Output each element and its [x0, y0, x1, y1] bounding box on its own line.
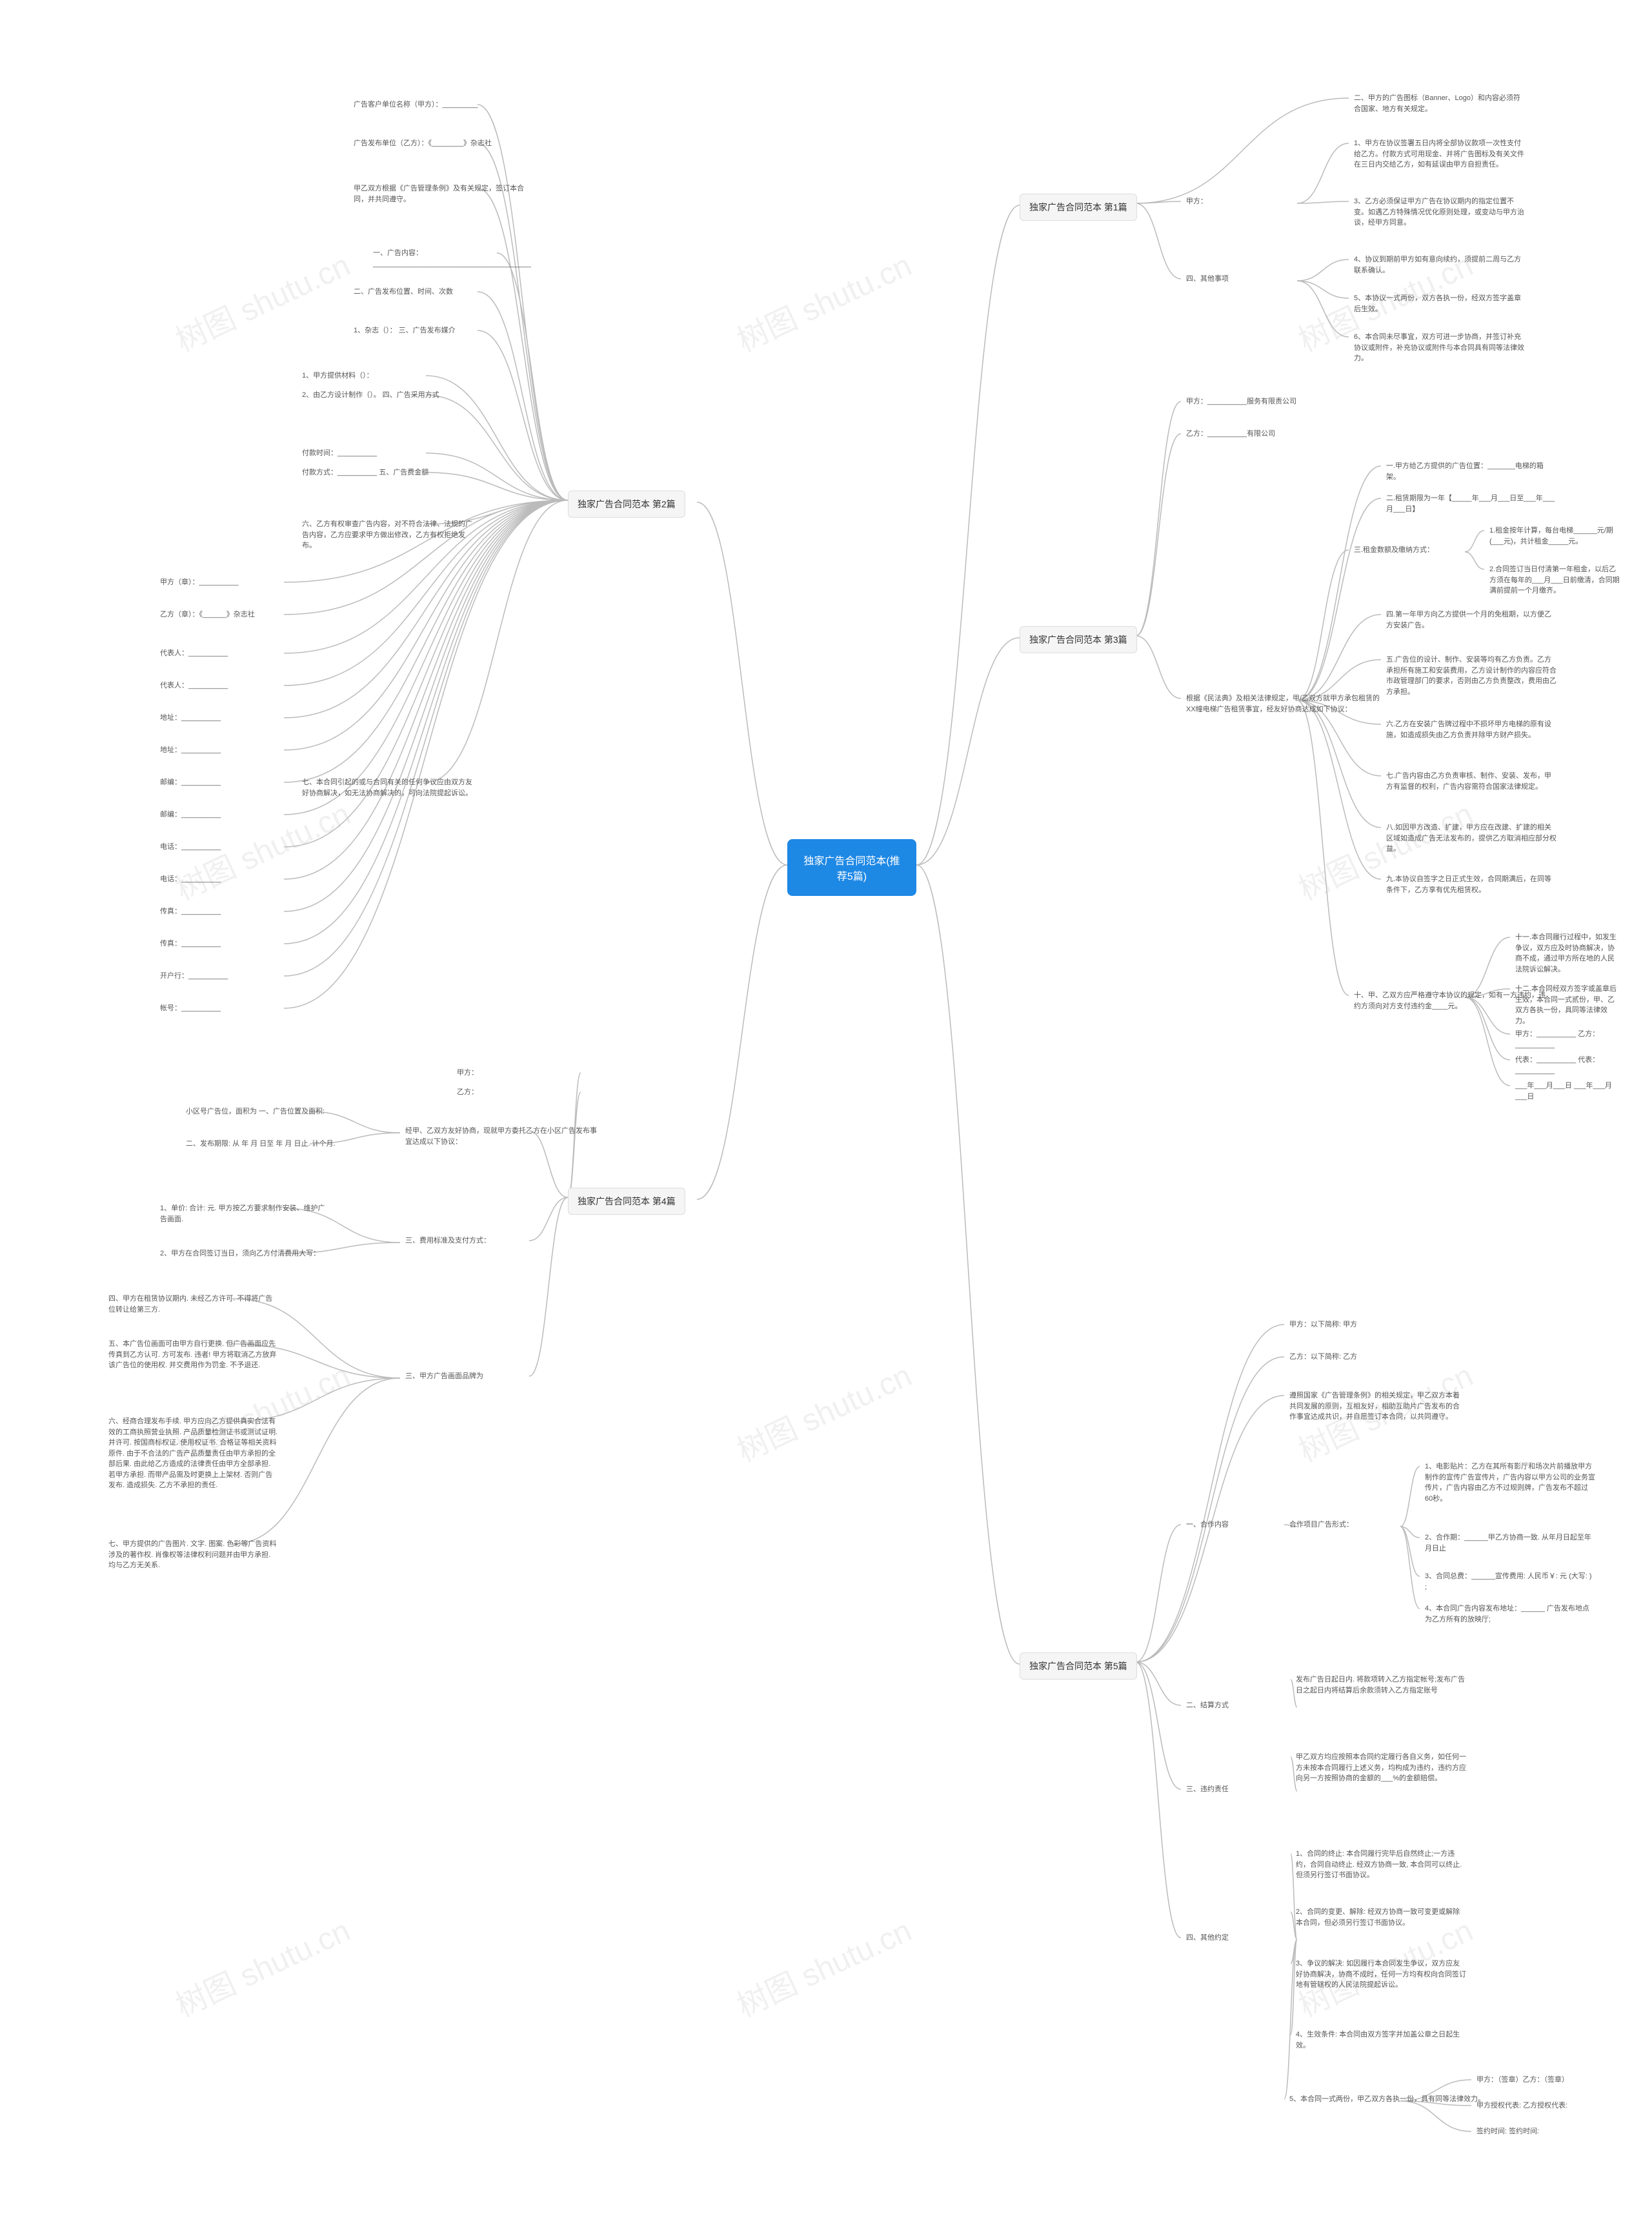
sub-node: 甲方：: [1181, 194, 1213, 210]
leaf-node: 3、争议的解决: 如因履行本合同发生争议，双方应友好协商解决，协商不成时，任何一…: [1291, 1956, 1471, 1993]
leaf-node: 2、合同的变更、解除: 经双方协商一致可变更或解除本合同，但必须另行签订书面协议…: [1291, 1904, 1471, 1931]
leaf-node: 帐号：__________: [155, 1000, 226, 1017]
leaf-node: 传真：__________: [155, 904, 226, 920]
leaf-node: 1、单价: 合计: 元. 甲方按乙方要求制作安装、维护广告画面.: [155, 1201, 336, 1227]
leaf-node: 七、本合同引起的或与合同有关的任何争议应由双方友好协商解决，如无法协商解决的，可…: [297, 775, 478, 801]
leaf-node: 1.租金按年计算，每台电梯______元/期(___元)，共计租金_____元。: [1484, 523, 1626, 549]
leaf-node: 1、甲方在协议签署五日内将全部协议款项一次性支付给乙方。付款方式可用现金、并将广…: [1349, 136, 1529, 173]
leaf-node: 甲方：（签章）乙方：（签章）: [1471, 2072, 1574, 2088]
section-node: 独家广告合同范本 第3篇: [1020, 626, 1137, 653]
leaf-node: 一.甲方给乙方提供的广告位置：_______电梯的箱架。: [1381, 458, 1562, 485]
leaf-node: 一、广告内容：_________________________________…: [368, 245, 549, 272]
section-node: 独家广告合同范本 第2篇: [568, 491, 685, 518]
leaf-node: 2、合作期：______甲乙方协商一致. 从年月日起至年月日止: [1420, 1530, 1600, 1556]
leaf-node: 电话：__________: [155, 839, 226, 855]
leaf-node: 签约时间: 签约时间:: [1471, 2124, 1544, 2140]
section-node: 独家广告合同范本 第5篇: [1020, 1652, 1137, 1680]
leaf-node: 乙方：以下简称: 乙方: [1284, 1349, 1362, 1365]
leaf-node: 地址：__________: [155, 742, 226, 758]
leaf-node: 1、杂志（）： 三、广告发布媒介: [348, 323, 461, 339]
leaf-node: 二、广告发布位置、时间、次数: [348, 284, 458, 300]
leaf-node: 六.乙方在安装广告牌过程中不损坏甲方电梯的原有设施，如造成损失由乙方负责并除甲方…: [1381, 716, 1562, 743]
sub-node: 三、费用标准及支付方式：: [400, 1233, 496, 1249]
leaf-node: 十二.本合同经双方签字或盖章后生效，本合同一式贰份，甲、乙双方各执一份，具同等法…: [1510, 981, 1626, 1029]
leaf-node: 3、乙方必须保证甲方广告在协议期内的指定位置不变。如遇乙方特殊情况优化原则处理，…: [1349, 194, 1529, 231]
leaf-node: 发布广告日起日内. 将款项转入乙方指定帐号;发布广告日之起日内将结算后余款须转入…: [1291, 1672, 1471, 1698]
leaf-node: 二、甲方的广告图标（Banner、Logo）和内容必须符合国家、地方有关规定。: [1349, 90, 1529, 117]
leaf-node: 开户行：__________: [155, 968, 233, 984]
section-node: 独家广告合同范本 第1篇: [1020, 194, 1137, 221]
leaf-node: 代表：__________ 代表：__________: [1510, 1052, 1626, 1079]
sub-node: 四、其他事项: [1181, 271, 1234, 287]
leaf-node: 十一.本合同履行过程中，如发生争议，双方应及时协商解决，协商不成，通过甲方所在地…: [1510, 929, 1626, 977]
leaf-node: 3、合同总费：______宣传费用: 人民币￥: 元 (大写: ) ;: [1420, 1569, 1600, 1595]
leaf-node: 九.本协议自签字之日正式生效，合同期满后，在同等条件下，乙方享有优先租赁权。: [1381, 871, 1562, 898]
leaf-node: 遵照国家《广告管理条例》的相关规定，甲乙双方本着共同发展的原则，互相友好，相助互…: [1284, 1388, 1465, 1425]
leaf-node: 六、乙方有权审查广告内容，对不符合法律、法规的广告内容，乙方应要求甲方做出修改，…: [297, 516, 478, 554]
sub-node: 根据《民法典》及相关法律规定，甲/乙双方就甲方承包租赁的XX幢电梯广告租赁事宜，…: [1181, 691, 1387, 717]
leaf-node: 甲方：以下简称: 甲方: [1284, 1317, 1362, 1333]
leaf-node: 四、甲方在租赁协议期内. 未经乙方许可. 不得将广告位转让给第三方.: [103, 1291, 284, 1317]
sub-node: 三、违约责任: [1181, 1782, 1234, 1798]
sub-node: 一、合作内容: [1181, 1517, 1234, 1533]
leaf-node: 小区号广告位，面积为 一、广告位置及面积:: [181, 1104, 330, 1120]
leaf-node: 2、甲方在合同签订当日，须向乙方付清费用大写：: [155, 1246, 325, 1262]
leaf-node: 付款时间：__________: [297, 445, 382, 462]
leaf-node: 二、发布期限: 从 年 月 日至 年 月 日止. 计个月.: [181, 1136, 341, 1152]
mindmap-container: 独家广告合同范本(推荐5篇) 独家广告合同范本 第1篇独家广告合同范本 第2篇独…: [26, 26, 1626, 2188]
leaf-node: 6、本合同未尽事宜，双方可进一步协商，并签订补充协议或附件，补充协议或附件与本合…: [1349, 329, 1529, 367]
leaf-node: 五.广告位的设计、制作、安装等均有乙方负责。乙方承担所有施工和安装费用，乙方设计…: [1381, 652, 1562, 700]
leaf-node: 五、本广告位画面可由甲方自行更换. 但广告画面应先传真到乙方认可. 方可发布. …: [103, 1336, 284, 1374]
leaf-node: 代表人：__________: [155, 678, 233, 694]
leaf-node: 甲乙双方根据《广告管理条例》及有关规定，签订本合同，并共同遵守。: [348, 181, 529, 207]
leaf-node: 4、协议到期前甲方如有意向续约，须提前二周与乙方联系确认。: [1349, 252, 1529, 278]
leaf-node: 甲方授权代表: 乙方授权代表:: [1471, 2098, 1573, 2114]
leaf-node: 二.租赁期限为一年【_____年___月___日至___年___月___日】: [1381, 491, 1562, 517]
leaf-node: 广告客户单位名称（甲方）：_________: [348, 97, 483, 113]
leaf-node: 广告发布单位（乙方）：《________》杂志社: [348, 136, 497, 152]
leaf-node: 甲方（章）：__________: [155, 574, 244, 591]
sub-node: 合作项目广告形式：: [1284, 1517, 1358, 1533]
sub-node: 5、本合同一式两份，甲乙双方各执一份，具有同等法律效力。: [1284, 2091, 1490, 2107]
leaf-node: 乙方（章）：《______》杂志社: [155, 607, 260, 623]
sub-node: 二、结算方式: [1181, 1698, 1234, 1714]
leaf-node: 电话：__________: [155, 871, 226, 888]
leaf-node: 5、本协议一式两份，双方各执一份，经双方签字盖章后生效。: [1349, 290, 1529, 317]
leaf-node: 1、甲方提供材料（）：: [297, 368, 379, 384]
leaf-node: 2、由乙方设计制作（）。 四、广告采用方式: [297, 387, 445, 403]
section-node: 独家广告合同范本 第4篇: [568, 1188, 685, 1215]
leaf-node: 付款方式：__________ 五、广告费金额: [297, 465, 434, 481]
leaf-node: 4、本合同广告内容发布地址：______ 广告发布地点为乙方所有的放映厅;: [1420, 1601, 1600, 1627]
leaf-node: 七.广告内容由乙方负责审核、制作、安装、发布，甲方有监督的权利，广告内容需符合国…: [1381, 768, 1562, 795]
sub-node: 甲方：__________服务有限责公司: [1181, 394, 1302, 410]
leaf-node: 1、电影贴片：乙方在其所有影厅和场次片前播放甲方制作的宣传广告宣传片，广告内容以…: [1420, 1459, 1600, 1507]
sub-node: 经甲、乙双方友好协商，现就甲方委托乙方在小区广告发布事宜达成以下协议：: [400, 1123, 607, 1150]
leaf-node: 四.第一年甲方向乙方提供一个月的免租期，以方便乙方安装广告。: [1381, 607, 1562, 633]
sub-node: 三、甲方广告画面品牌为: [400, 1368, 489, 1385]
sub-node: 乙方：__________有限公司: [1181, 426, 1280, 442]
leaf-node: 甲方：__________ 乙方：__________: [1510, 1026, 1626, 1053]
leaf-node: 地址：__________: [155, 710, 226, 726]
leaf-node: 邮编：__________: [155, 807, 226, 823]
sub-node: 乙方：: [452, 1084, 483, 1101]
leaf-node: 甲乙双方均应按照本合同约定履行各自义务，如任何一方未按本合同履行上述义务，均构成…: [1291, 1749, 1471, 1787]
sub-node: 甲方：: [452, 1065, 483, 1081]
leaf-node: 代表人：__________: [155, 645, 233, 662]
leaf-node: 1、合同的终止: 本合同履行完毕后自然终止;一方违约，合同自动终止. 经双方协商…: [1291, 1846, 1471, 1884]
leaf-node: 七、甲方提供的广告图片. 文字. 图案. 色彩等广告资料涉及的著作权. 肖像权等…: [103, 1536, 284, 1574]
leaf-node: 八.如因甲方改造、扩建，甲方应在改建、扩建的相关区域如造成广告无法发布的，提供乙…: [1381, 820, 1562, 857]
center-node: 独家广告合同范本(推荐5篇): [787, 839, 916, 896]
leaf-node: 4、生效条件: 本合同由双方签字并加盖公章之日起生效。: [1291, 2027, 1471, 2053]
sub-node: 四、其他约定: [1181, 1930, 1234, 1946]
sub-node: 三.租金数额及缴纳方式：: [1349, 542, 1439, 558]
leaf-node: ___年___月___日 ___年___月___日: [1510, 1078, 1626, 1104]
leaf-node: 传真：__________: [155, 936, 226, 952]
leaf-node: 六、经商合理发布手续. 甲方应向乙方提供真实合法有效的工商执照营业执照. 产品质…: [103, 1414, 284, 1494]
leaf-node: 2.合同签订当日付清第一年租金，以后乙方须在每年的___月___日前缴清，合同期…: [1484, 562, 1626, 599]
leaf-node: 邮编：__________: [155, 775, 226, 791]
